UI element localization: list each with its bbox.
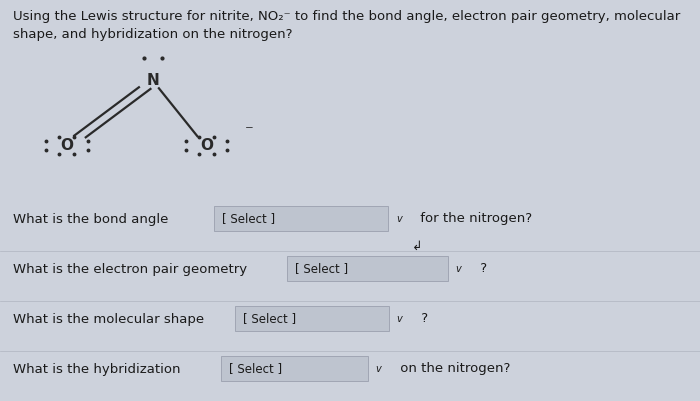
Text: O: O (200, 138, 213, 153)
Text: What is the hybridization: What is the hybridization (13, 363, 180, 376)
Text: v: v (456, 264, 461, 273)
Text: on the nitrogen?: on the nitrogen? (395, 363, 510, 375)
Text: ?: ? (416, 312, 428, 325)
FancyBboxPatch shape (214, 206, 388, 231)
Text: for the nitrogen?: for the nitrogen? (416, 212, 533, 225)
Text: [ Select ]: [ Select ] (243, 312, 296, 325)
Text: −: − (245, 123, 253, 133)
Text: ↲: ↲ (412, 239, 422, 252)
Text: shape, and hybridization on the nitrogen?: shape, and hybridization on the nitrogen… (13, 28, 292, 41)
Text: [ Select ]: [ Select ] (222, 212, 275, 225)
FancyBboxPatch shape (287, 256, 448, 281)
Text: N: N (146, 73, 159, 88)
Text: Using the Lewis structure for nitrite, NO₂⁻ to find the bond angle, electron pai: Using the Lewis structure for nitrite, N… (13, 10, 680, 23)
Text: [ Select ]: [ Select ] (229, 363, 282, 375)
Text: What is the bond angle: What is the bond angle (13, 213, 168, 226)
Text: What is the molecular shape: What is the molecular shape (13, 313, 204, 326)
Text: [ Select ]: [ Select ] (295, 262, 349, 275)
Text: O: O (60, 138, 73, 153)
Text: v: v (375, 364, 381, 374)
FancyBboxPatch shape (220, 356, 368, 381)
Text: ?: ? (476, 262, 487, 275)
Text: What is the electron pair geometry: What is the electron pair geometry (13, 263, 246, 276)
Text: v: v (396, 214, 402, 223)
Text: v: v (396, 314, 402, 324)
FancyBboxPatch shape (234, 306, 388, 331)
